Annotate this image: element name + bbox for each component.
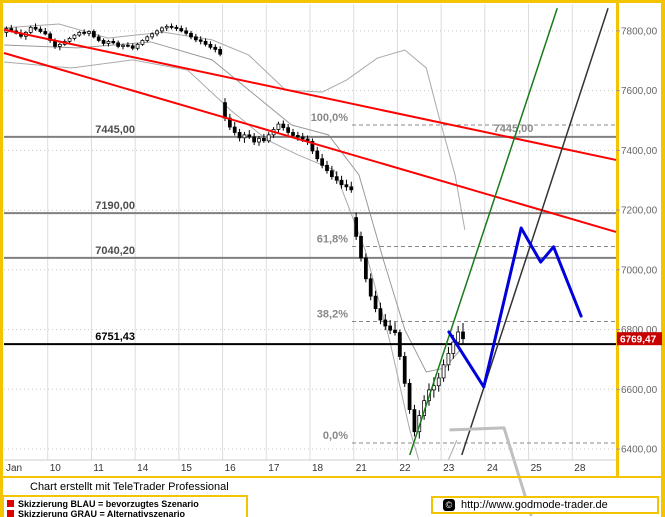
godmode-trader-link[interactable]: http://www.godmode-trader.de	[461, 499, 608, 511]
legend-item-preferred: Skizzierung BLAU = bevorzugtes Szenario	[7, 498, 243, 509]
svg-text:23: 23	[443, 463, 455, 474]
svg-text:7445,00: 7445,00	[494, 123, 534, 135]
y-axis-labels: 7800,00 7600,00 7400,00 7200,00 7000,00 6800,…	[616, 26, 658, 456]
preferred-scenario-line	[447, 226, 583, 389]
svg-text:15: 15	[181, 463, 193, 474]
svg-text:7800,00: 7800,00	[621, 26, 658, 37]
svg-text:10: 10	[50, 463, 62, 474]
frame-horizontal	[0, 476, 665, 478]
branding-box: © http://www.godmode-trader.de	[431, 496, 659, 514]
svg-text:7200,00: 7200,00	[621, 206, 658, 217]
svg-text:28: 28	[574, 463, 586, 474]
svg-text:7445,00: 7445,00	[95, 124, 135, 136]
svg-text:24: 24	[487, 463, 499, 474]
last-price-label: 6769,47	[620, 335, 657, 346]
svg-text:6600,00: 6600,00	[621, 385, 658, 396]
svg-text:16: 16	[225, 463, 237, 474]
copyright-icon: ©	[443, 499, 455, 511]
svg-text:18: 18	[312, 463, 324, 474]
svg-text:100,0%: 100,0%	[311, 112, 349, 124]
svg-text:7190,00: 7190,00	[95, 200, 135, 212]
svg-text:61,8%: 61,8%	[317, 234, 348, 246]
red-square-bullet	[7, 510, 14, 517]
candles	[4, 23, 465, 439]
x-axis-labels: Jan 10 11 14 15 16 17 18 21 22 23 24 25 28	[6, 463, 586, 474]
svg-text:25: 25	[531, 463, 543, 474]
alternative-scenario-line	[449, 426, 533, 517]
indicator-bands	[4, 23, 466, 460]
svg-text:6751,43: 6751,43	[95, 331, 135, 343]
svg-text:14: 14	[137, 463, 149, 474]
svg-text:7400,00: 7400,00	[621, 146, 658, 157]
green-rising	[409, 7, 558, 456]
red-channel-lower	[3, 52, 617, 233]
svg-text:17: 17	[268, 463, 280, 474]
svg-text:7040,20: 7040,20	[95, 245, 135, 257]
svg-text:22: 22	[399, 463, 411, 474]
legend-text-alternative: Skizzierung GRAU = Alternativszenario	[18, 508, 185, 517]
axis-separator	[616, 0, 619, 477]
svg-text:11: 11	[93, 463, 104, 474]
svg-text:Jan: Jan	[6, 463, 22, 474]
last-price-badge	[617, 332, 662, 346]
frame-top	[0, 0, 665, 3]
red-square-bullet	[7, 500, 14, 507]
frame-left	[0, 0, 3, 517]
legend-item-alternative: Skizzierung GRAU = Alternativszenario	[7, 509, 243, 517]
fibonacci-levels: 100,0% 61,8% 38,2% 0,0%	[311, 112, 616, 444]
frame-right	[661, 0, 665, 517]
svg-text:6400,00: 6400,00	[621, 445, 658, 456]
legend-text-preferred: Skizzierung BLAU = bevorzugtes Szenario	[18, 498, 199, 509]
svg-text:6800,00: 6800,00	[621, 325, 658, 336]
svg-text:21: 21	[356, 463, 368, 474]
svg-text:7600,00: 7600,00	[621, 86, 658, 97]
chart-credit-text: Chart erstellt mit TeleTrader Profession…	[30, 481, 229, 493]
scenario-legend: Skizzierung BLAU = bevorzugtes Szenario …	[2, 495, 248, 517]
svg-text:0,0%: 0,0%	[323, 430, 348, 442]
svg-text:7000,00: 7000,00	[621, 265, 658, 276]
svg-text:38,2%: 38,2%	[317, 309, 348, 321]
